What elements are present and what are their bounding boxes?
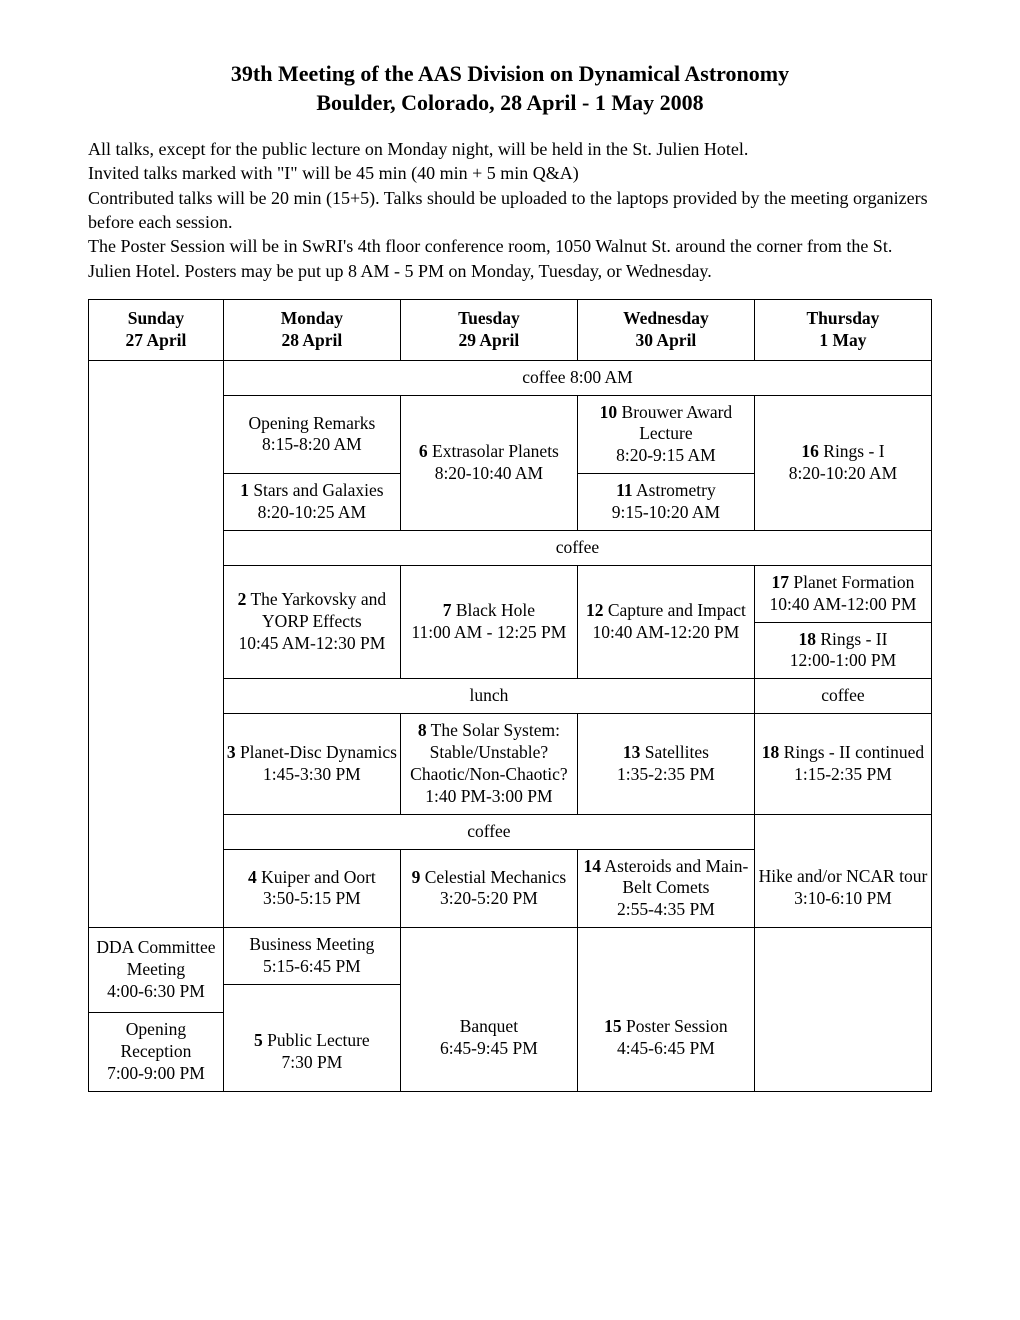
- session-10: 10 Brouwer Award Lecture 8:20-9:15 AM: [577, 395, 754, 474]
- dda-committee: DDA Committee Meeting 4:00-6:30 PM: [89, 928, 224, 1013]
- session-4: 4 Kuiper and Oort 3:50-5:15 PM: [223, 849, 400, 928]
- intro-text: All talks, except for the public lecture…: [88, 137, 932, 283]
- title-line-1: 39th Meeting of the AAS Division on Dyna…: [231, 61, 789, 86]
- session-9: 9 Celestial Mechanics 3:20-5:20 PM: [400, 849, 577, 928]
- header-wednesday: Wednesday30 April: [577, 299, 754, 360]
- business-meeting: Business Meeting 5:15-6:45 PM: [223, 928, 400, 985]
- empty-cell: [577, 928, 754, 985]
- empty-cell: [89, 530, 224, 565]
- coffee-row-1: coffee: [89, 530, 932, 565]
- session-7: 7 Black Hole 11:00 AM - 12:25 PM: [400, 565, 577, 679]
- lunch-row: lunch coffee: [89, 679, 932, 714]
- empty-cell: [89, 565, 224, 679]
- session-18a: 18 Rings - II 12:00-1:00 PM: [754, 622, 931, 679]
- title-line-2: Boulder, Colorado, 28 April - 1 May 2008: [316, 90, 703, 115]
- header-monday: Monday28 April: [223, 299, 400, 360]
- morning-session-row-1: Opening Remarks 8:15-8:20 AM 6 Extrasola…: [89, 395, 932, 474]
- coffee-am: coffee 8:00 AM: [223, 360, 931, 395]
- intro-p1: All talks, except for the public lecture…: [88, 137, 932, 161]
- header-sunday: Sunday27 April: [89, 299, 224, 360]
- session-15: 15 Poster Session 4:45-6:45 PM: [577, 984, 754, 1091]
- session-6: 6 Extrasolar Planets 8:20-10:40 AM: [400, 395, 577, 530]
- intro-p3: Contributed talks will be 20 min (15+5).…: [88, 186, 932, 235]
- opening-reception: Opening Reception 7:00-9:00 PM: [89, 1012, 224, 1091]
- afternoon-row-1: 3 Planet-Disc Dynamics 1:45-3:30 PM 8 Th…: [89, 714, 932, 815]
- empty-cell: [754, 814, 931, 849]
- empty-cell: [89, 360, 224, 395]
- empty-cell: [89, 679, 224, 714]
- afternoon-row-2: 4 Kuiper and Oort 3:50-5:15 PM 9 Celesti…: [89, 849, 932, 928]
- coffee-break-2: coffee: [223, 814, 754, 849]
- session-13: 13 Satellites 1:35-2:35 PM: [577, 714, 754, 815]
- session-17: 17 Planet Formation 10:40 AM-12:00 PM: [754, 565, 931, 622]
- evening-row-1: DDA Committee Meeting 4:00-6:30 PM Busin…: [89, 928, 932, 985]
- empty-cell: [89, 849, 224, 928]
- session-8: 8 The Solar System: Stable/Unstable? Cha…: [400, 714, 577, 815]
- empty-cell: [89, 714, 224, 815]
- session-5: 5 Public Lecture 7:30 PM: [223, 1012, 400, 1091]
- coffee-row-2: coffee: [89, 814, 932, 849]
- header-row: Sunday27 April Monday28 April Tuesday29 …: [89, 299, 932, 360]
- opening-remarks: Opening Remarks 8:15-8:20 AM: [223, 395, 400, 474]
- session-1: 1 Stars and Galaxies 8:20-10:25 AM: [223, 474, 400, 531]
- empty-cell: [89, 395, 224, 530]
- session-14: 14 Asteroids and Main-Belt Comets 2:55-4…: [577, 849, 754, 928]
- session-12: 12 Capture and Impact 10:40 AM-12:20 PM: [577, 565, 754, 679]
- banquet: Banquet 6:45-9:45 PM: [400, 984, 577, 1091]
- empty-cell: [223, 984, 400, 1012]
- session-11: 11 Astrometry 9:15-10:20 AM: [577, 474, 754, 531]
- intro-p4: The Poster Session will be in SwRI's 4th…: [88, 234, 932, 283]
- schedule-table: Sunday27 April Monday28 April Tuesday29 …: [88, 299, 932, 1092]
- intro-p2: Invited talks marked with "I" will be 45…: [88, 161, 932, 185]
- session-2: 2 The Yarkovsky and YORP Effects 10:45 A…: [223, 565, 400, 679]
- session-16: 16 Rings - I 8:20-10:20 AM: [754, 395, 931, 530]
- header-tuesday: Tuesday29 April: [400, 299, 577, 360]
- empty-cell: [400, 928, 577, 985]
- hike-tour: Hike and/or NCAR tour 3:10-6:10 PM: [754, 849, 931, 928]
- coffee-break-1: coffee: [223, 530, 931, 565]
- lunch-break: lunch: [223, 679, 754, 714]
- session-18b: 18 Rings - II continued 1:15-2:35 PM: [754, 714, 931, 815]
- header-thursday: Thursday1 May: [754, 299, 931, 360]
- coffee-thu-lunch: coffee: [754, 679, 931, 714]
- page-title: 39th Meeting of the AAS Division on Dyna…: [88, 60, 932, 117]
- empty-cell: [754, 928, 931, 1091]
- session-3: 3 Planet-Disc Dynamics 1:45-3:30 PM: [223, 714, 400, 815]
- coffee-am-row: coffee 8:00 AM: [89, 360, 932, 395]
- late-morning-row-1: 2 The Yarkovsky and YORP Effects 10:45 A…: [89, 565, 932, 622]
- empty-cell: [89, 814, 224, 849]
